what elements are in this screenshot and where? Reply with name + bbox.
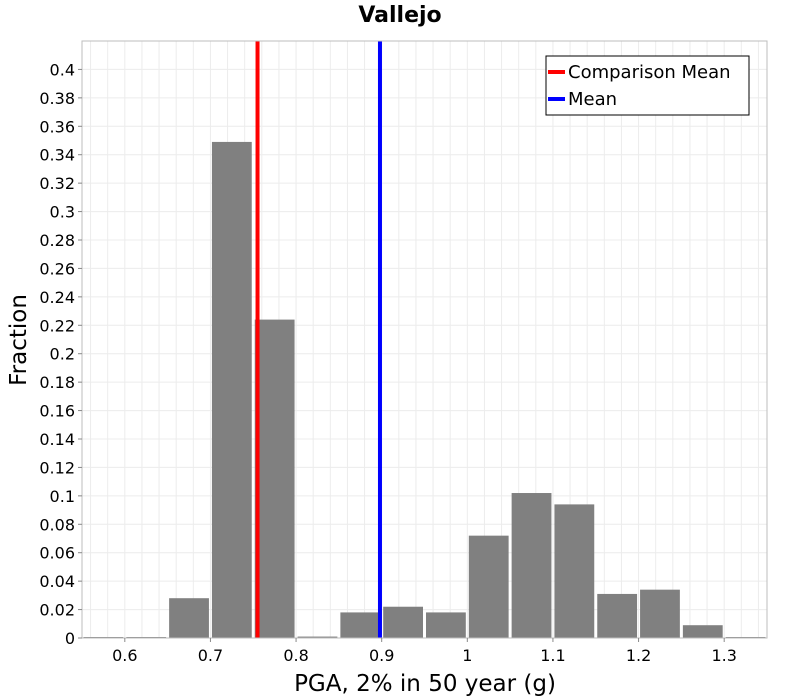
y-tick-label: 0.2 [50, 345, 75, 364]
histogram-bar [297, 636, 338, 638]
x-tick-label: 0.6 [112, 646, 137, 665]
y-tick-label: 0.4 [50, 60, 75, 79]
histogram-bar [254, 319, 295, 638]
y-tick-label: 0.02 [39, 601, 75, 620]
x-tick-label: 0.9 [369, 646, 394, 665]
mean-lines [255, 41, 382, 638]
y-tick-label: 0.34 [39, 146, 75, 165]
histogram-bar [211, 141, 252, 638]
histogram-bar [468, 535, 509, 638]
histogram-bar [169, 598, 209, 638]
y-tick-label: 0.16 [39, 402, 75, 421]
y-tick-label: 0.24 [39, 288, 75, 307]
legend-label-comparison-mean: Comparison Mean [568, 62, 731, 83]
y-tick-label: 0.22 [39, 316, 75, 335]
histogram-bar [597, 593, 638, 638]
histogram-bar [640, 589, 680, 638]
legend-label-mean: Mean [568, 89, 617, 110]
y-tick-label: 0.38 [39, 89, 75, 108]
y-tick-label: 0.3 [50, 203, 75, 222]
x-tick-label: 1 [462, 646, 472, 665]
y-tick-label: 0.28 [39, 231, 75, 250]
y-tick-label: 0.08 [39, 515, 75, 534]
histogram-bar [383, 606, 423, 638]
legend: Comparison Mean Mean [545, 55, 750, 116]
x-tick-label: 0.8 [283, 646, 308, 665]
grid-lines [82, 41, 767, 639]
y-tick-label: 0.26 [39, 259, 75, 278]
plot-area [82, 41, 767, 638]
y-axis-label: Fraction [6, 294, 32, 386]
y-tick-label: 0.12 [39, 458, 75, 477]
y-tick-label: 0.06 [39, 544, 75, 563]
y-tick-label: 0.18 [39, 373, 75, 392]
plot-frame [81, 40, 768, 639]
y-tick-label: 0.36 [39, 117, 75, 136]
y-axis-ticks: 0 0.02 0.04 0.06 0.08 0.1 0.12 0.14 0.16 0.18 0.2 0… [39, 60, 82, 648]
x-tick-label: 1.2 [626, 646, 651, 665]
y-tick-label: 0 [65, 629, 75, 648]
x-tick-label: 1.3 [711, 646, 736, 665]
x-tick-label: 0.7 [198, 646, 223, 665]
x-tick-label: 1.1 [540, 646, 565, 665]
histogram-bar [682, 625, 723, 638]
histogram-bar [511, 493, 552, 638]
histogram-bar [426, 612, 466, 638]
histogram-bars [83, 141, 766, 638]
y-tick-label: 0.1 [50, 487, 75, 506]
x-axis-label: PGA, 2% in 50 year (g) [294, 671, 556, 697]
chart-title: Vallejo [358, 3, 441, 28]
x-axis-ticks: 0.6 0.7 0.8 0.9 1 1.1 1.2 1.3 [112, 638, 737, 665]
y-tick-label: 0.04 [39, 572, 75, 591]
histogram-bar [554, 504, 595, 638]
y-tick-label: 0.14 [39, 430, 75, 449]
legend-box [545, 55, 750, 116]
y-tick-label: 0.32 [39, 174, 75, 193]
histogram-bar [340, 612, 381, 638]
